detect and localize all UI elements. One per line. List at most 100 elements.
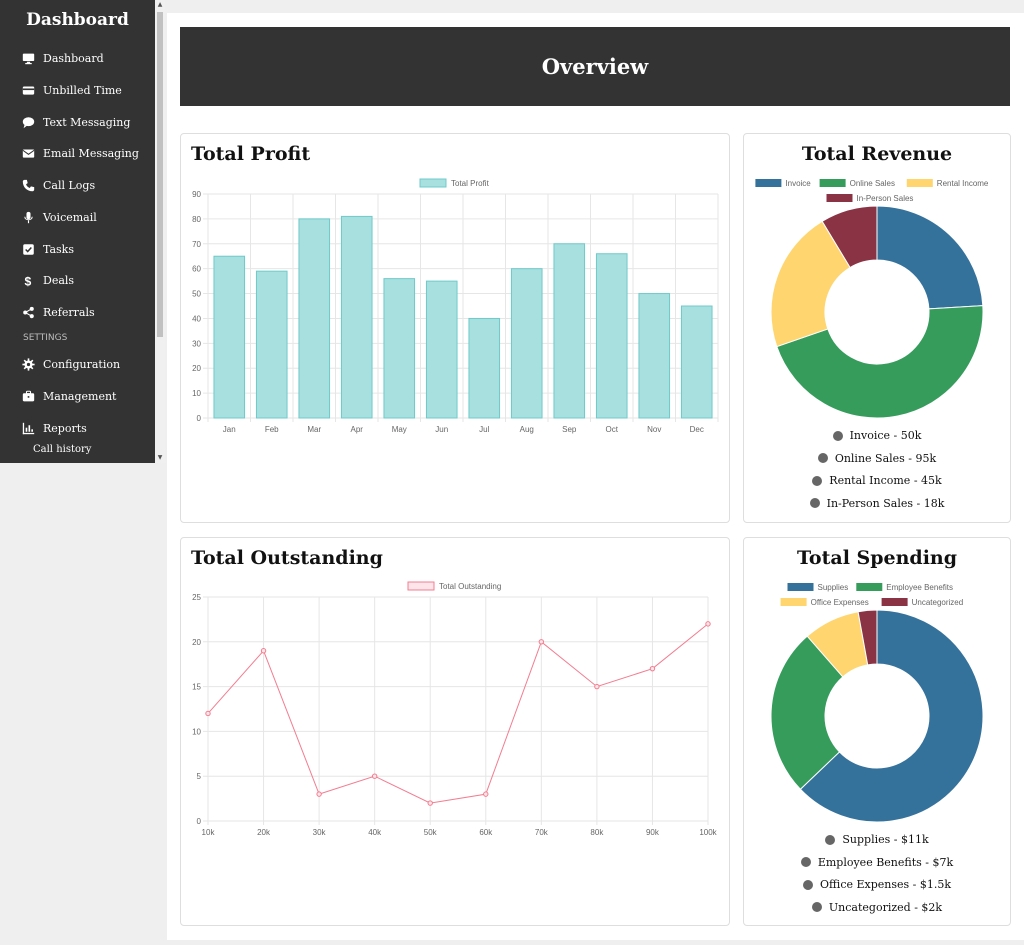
sidebar-item-email-messaging[interactable]: Email Messaging	[22, 142, 139, 164]
bullet-dot-icon	[817, 453, 828, 463]
data-point	[649, 665, 656, 672]
data-point	[260, 648, 267, 654]
x-tick-label: Jul	[479, 425, 489, 434]
x-tick-label: 90k	[646, 828, 660, 837]
sidebar-item-unbilled-time[interactable]: Unbilled Time	[22, 79, 122, 101]
x-tick-label: 20k	[257, 828, 271, 837]
sidebar-item-configuration[interactable]: Configuration	[22, 353, 120, 375]
sidebar-item-referrals[interactable]: Referrals	[22, 301, 95, 323]
y-tick-label: 0	[197, 414, 202, 423]
slice-rental-income	[770, 220, 851, 348]
summary-label: Uncategorized - $2k	[828, 900, 943, 914]
bar-nov	[638, 293, 671, 419]
phone-icon	[22, 179, 35, 191]
bullet-dot-icon	[812, 475, 823, 486]
sidebar-item-label: Call Logs	[43, 178, 96, 192]
series-line	[207, 623, 709, 804]
bullet-dot-icon	[825, 834, 836, 845]
y-tick-label: 5	[197, 772, 202, 781]
legend-swatch	[787, 583, 814, 591]
sidebar-scrollbar[interactable]: ▲ ▼	[155, 0, 165, 463]
x-tick-label: 40k	[368, 828, 382, 837]
sidebar-title: Dashboard	[26, 10, 129, 30]
scroll-down-arrow-icon[interactable]: ▼	[157, 454, 163, 461]
summary-label: In-Person Sales - 18k	[826, 496, 945, 510]
checkbox-icon	[23, 243, 34, 255]
legend-label: Office Expenses	[811, 598, 869, 607]
legend-label: Total Outstanding	[439, 582, 501, 591]
overview-banner: Overview	[180, 27, 1010, 106]
sidebar-item-label: Tasks	[43, 242, 74, 256]
x-tick-label: Jun	[435, 425, 448, 434]
sidebar-item-voicemail[interactable]: Voicemail	[22, 206, 97, 228]
legend-swatch	[407, 581, 435, 591]
outstanding-card-title: Total Outstanding	[191, 547, 383, 569]
legend-label: In-Person Sales	[857, 194, 914, 203]
y-tick-label: 10	[192, 727, 201, 736]
data-point	[371, 773, 378, 779]
sidebar-item-label: Unbilled Time	[43, 83, 122, 97]
slice-online-sales	[776, 305, 984, 419]
summary-label: Supplies - $11k	[842, 833, 929, 846]
sidebar-item-call-logs[interactable]: Call Logs	[22, 174, 95, 196]
x-tick-label: Mar	[307, 425, 321, 434]
sidebar-item-management[interactable]: Management	[22, 385, 116, 407]
slice-uncategorized	[857, 609, 878, 666]
legend-swatch	[881, 598, 908, 606]
bullet-dot-icon	[809, 498, 820, 508]
summary-label: Online Sales - 95k	[834, 451, 937, 465]
sidebar-item-reports[interactable]: Reports	[22, 417, 87, 439]
scroll-thumb[interactable]	[157, 12, 163, 337]
legend-label: Supplies	[818, 583, 849, 592]
summary-item: Rental Income - 45k	[743, 474, 1011, 487]
bar-aug	[510, 268, 543, 419]
chart-icon	[22, 422, 35, 434]
slice-invoice	[876, 205, 984, 310]
y-tick-label: 20	[192, 638, 201, 647]
sidebar-item-text-messaging[interactable]: Text Messaging	[22, 111, 130, 133]
bullet-dot-icon	[802, 879, 813, 890]
legend-swatch	[826, 194, 853, 202]
y-tick-label: 10	[192, 389, 201, 398]
bar-jan	[213, 255, 246, 419]
bar-apr	[340, 215, 373, 419]
legend-swatch	[780, 598, 807, 606]
y-tick-label: 20	[192, 364, 201, 373]
bar-dec	[680, 305, 713, 419]
x-tick-label: 50k	[424, 828, 438, 837]
y-tick-label: 80	[192, 215, 201, 224]
sidebar-item-label: Configuration	[43, 357, 121, 371]
revenue-doughnut-chart: Invoice Online Sales Rental Income In-Perso…	[755, 179, 989, 419]
slice-employee-benefits	[770, 635, 844, 790]
x-tick-label: 100k	[699, 828, 717, 837]
sidebar-item-label: Voicemail	[43, 210, 97, 224]
y-tick-label: 15	[192, 683, 201, 692]
envelope-icon	[22, 148, 35, 158]
sidebar-item-label: Email Messaging	[43, 146, 139, 160]
legend-swatch	[819, 179, 846, 187]
svg-text:$: $	[24, 274, 31, 287]
x-tick-label: 80k	[590, 828, 604, 837]
x-tick-label: Oct	[606, 425, 619, 434]
summary-item: Invoice - 50k	[743, 429, 1011, 442]
x-tick-label: May	[392, 425, 407, 434]
summary-item: Employee Benefits - $7k	[743, 856, 1011, 869]
scroll-up-arrow-icon[interactable]: ▲	[157, 1, 163, 8]
settings-label: SETTINGS	[23, 333, 68, 343]
bar-oct	[595, 253, 628, 419]
chat-bubble-icon	[22, 116, 35, 128]
legend-swatch	[856, 583, 883, 591]
y-tick-label: 0	[197, 817, 202, 826]
x-tick-label: Nov	[647, 425, 661, 434]
sidebar-item-dashboard[interactable]: Dashboard	[22, 47, 104, 69]
sidebar-item-tasks[interactable]: Tasks	[22, 238, 74, 260]
summary-item: Uncategorized - $2k	[743, 901, 1011, 914]
summary-label: Rental Income - 45k	[829, 474, 942, 487]
sidebar-subitem-call-history[interactable]: Call history	[33, 444, 92, 455]
briefcase-icon	[22, 390, 35, 401]
sidebar-item-label: Text Messaging	[43, 115, 131, 129]
x-tick-label: Jan	[223, 425, 236, 434]
summary-label: Employee Benefits - $7k	[817, 855, 954, 869]
x-tick-label: 60k	[479, 828, 493, 837]
sidebar-item-deals[interactable]: $ Deals	[22, 269, 74, 291]
